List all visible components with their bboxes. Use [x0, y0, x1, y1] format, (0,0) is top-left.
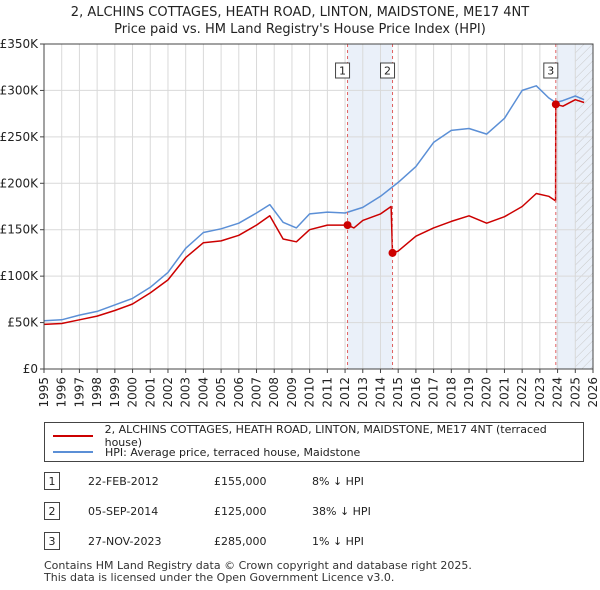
table-row: 2 05-SEP-2014 £125,000 38% ↓ HPI: [44, 502, 584, 522]
marker-layer: 1 2 3: [335, 44, 560, 369]
sale-price: £125,000: [214, 505, 267, 518]
x-tick-label: 2016: [409, 377, 423, 408]
sale-label-box: [543, 62, 559, 79]
table-row: 3 27-NOV-2023 £285,000 1% ↓ HPI: [44, 532, 584, 552]
x-tick-label: 2008: [267, 377, 281, 408]
sale-label: 2: [384, 65, 391, 78]
legend-label-hpi: HPI: Average price, terraced house, Maid…: [105, 445, 361, 459]
sale-date: 05-SEP-2014: [88, 505, 159, 518]
sale-number-badge: 2: [44, 502, 60, 520]
table-row: 1 22-FEB-2012 £155,000 8% ↓ HPI: [44, 472, 584, 492]
x-tick-label: 2002: [161, 377, 175, 408]
series-layer: [43, 85, 585, 326]
sale-hpi-diff: 38% ↓ HPI: [312, 505, 371, 518]
y-tick-label: £200K: [0, 176, 39, 190]
y-tick-label: £350K: [0, 37, 39, 51]
x-tick-label: 2020: [480, 377, 494, 408]
y-tick-label: £100K: [0, 269, 39, 283]
sale-hpi-diff: 8% ↓ HPI: [312, 475, 364, 488]
y-tick-label: £150K: [0, 223, 39, 237]
footer-copyright: Contains HM Land Registry data © Crown c…: [44, 559, 472, 572]
sale-label: 1: [339, 65, 346, 78]
shade-layer: [347, 44, 593, 369]
x-tick-label: 2013: [356, 377, 370, 408]
x-tick-label: 1995: [37, 377, 51, 408]
x-tick-label: 2021: [497, 377, 511, 408]
x-tick-label: 1997: [72, 377, 86, 408]
sale-point: [343, 221, 352, 230]
x-tick-label: 2015: [391, 377, 405, 408]
sale-price: £285,000: [214, 535, 267, 548]
legend-line-hpi: [53, 451, 93, 453]
hpi-line: [43, 85, 585, 322]
x-tick-label: 2017: [427, 377, 441, 408]
x-tick-label: 2001: [143, 377, 157, 408]
sale-point: [551, 100, 560, 109]
x-tick-label: 2014: [373, 377, 387, 408]
footer: Contains HM Land Registry data © Crown c…: [44, 560, 472, 584]
x-tick-label: 2004: [196, 377, 210, 408]
x-tick-label: 2003: [179, 377, 193, 408]
plot-frame: [43, 43, 594, 370]
chart-title: 2, ALCHINS COTTAGES, HEATH ROAD, LINTON,…: [71, 5, 529, 20]
sale-number-badge: 1: [44, 472, 60, 490]
x-tick-label: 2026: [586, 377, 600, 408]
x-tick-label: 2022: [515, 377, 529, 408]
x-tick-label: 2006: [232, 377, 246, 408]
sale-period-shade: [347, 44, 393, 369]
grid-layer: [43, 43, 594, 370]
x-tick-label: 1998: [90, 377, 104, 408]
sale-hpi-diff: 1% ↓ HPI: [312, 535, 364, 548]
x-tick-label: 2011: [320, 377, 334, 408]
sale-label-box: [335, 62, 351, 79]
sale-point: [388, 248, 397, 257]
sale-label: 3: [547, 65, 554, 78]
property-price-line: [43, 98, 585, 326]
x-tick-label: 2007: [250, 377, 264, 408]
x-tick-label: 2019: [462, 377, 476, 408]
sale-date: 22-FEB-2012: [88, 475, 159, 488]
legend-item-property: 2, ALCHINS COTTAGES, HEATH ROAD, LINTON,…: [53, 423, 583, 449]
sale-label-box: [380, 62, 396, 79]
y-tick-label: £250K: [0, 130, 39, 144]
x-tick-label: 1996: [55, 377, 69, 408]
y-tick-label: £300K: [0, 83, 39, 97]
x-tick-label: 2025: [568, 377, 582, 408]
legend-item-hpi: HPI: Average price, terraced house, Maid…: [53, 444, 360, 460]
x-tick-label: 2024: [551, 377, 565, 408]
y-tick-label: £50K: [7, 316, 39, 330]
x-tick-label: 2005: [214, 377, 228, 408]
sale-price: £155,000: [214, 475, 267, 488]
price-chart: 2, ALCHINS COTTAGES, HEATH ROAD, LINTON,…: [0, 5, 600, 408]
forecast-hatch: [575, 44, 593, 369]
x-tick-label: 2010: [303, 377, 317, 408]
x-tick-label: 1999: [108, 377, 122, 408]
axis-layer: £0 £50K £100K £150K £200K £250K £300K £350K 1995…: [0, 37, 600, 408]
x-tick-label: 2009: [285, 377, 299, 408]
legend-line-property: [53, 435, 93, 437]
x-tick-label: 2018: [444, 377, 458, 408]
x-tick-label: 2023: [533, 377, 547, 408]
footer-licence: This data is licensed under the Open Gov…: [44, 571, 395, 584]
sale-date: 27-NOV-2023: [88, 535, 162, 548]
legend: 2, ALCHINS COTTAGES, HEATH ROAD, LINTON,…: [44, 422, 584, 462]
x-tick-label: 2000: [126, 377, 140, 408]
x-tick-label: 2012: [338, 377, 352, 408]
legend-label-property: 2, ALCHINS COTTAGES, HEATH ROAD, LINTON,…: [104, 423, 547, 449]
y-tick-label: £0: [23, 362, 38, 376]
chart-subtitle: Price paid vs. HM Land Registry's House …: [114, 22, 486, 37]
sale-number-badge: 3: [44, 532, 60, 550]
